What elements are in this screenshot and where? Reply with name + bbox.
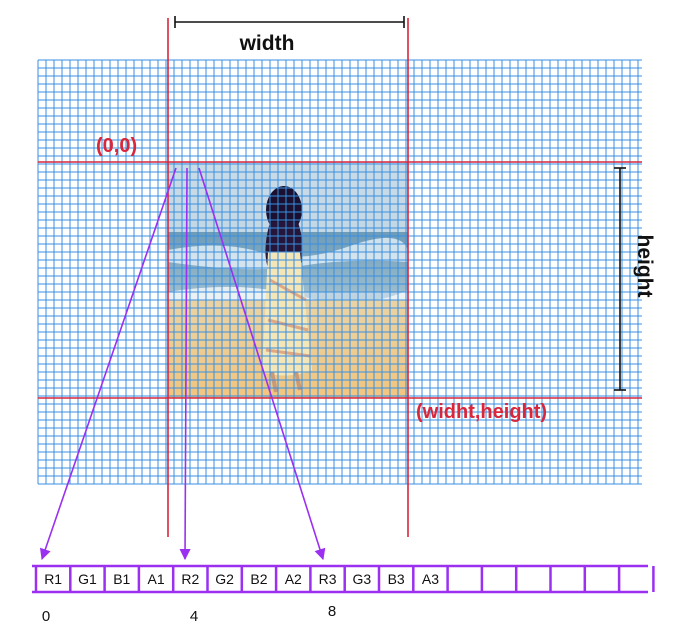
arrow-pixel-0 [39, 167, 177, 561]
index-label-8: 8 [328, 603, 336, 620]
mapping-arrows [39, 167, 326, 561]
byte-cell-label: B3 [388, 571, 405, 587]
byte-cell-label: A1 [147, 571, 164, 587]
arrow-pixel-1 [179, 167, 191, 561]
byte-cell-label: A3 [422, 571, 439, 587]
index-label-0: 0 [42, 608, 50, 625]
width-dimension: width [174, 16, 405, 55]
byte-cell-label: G3 [353, 571, 372, 587]
image-boundary [38, 18, 642, 537]
index-label-4: 4 [190, 608, 198, 625]
byte-cell-label: R1 [44, 571, 62, 587]
byte-cell-label: A2 [285, 571, 302, 587]
woman-figure [262, 186, 312, 393]
height-label: height [633, 235, 656, 298]
byte-cell-label: R2 [181, 571, 199, 587]
corner-label: (widht,height) [416, 401, 547, 423]
height-dimension: height [614, 167, 656, 391]
byte-cell-label: B2 [250, 571, 267, 587]
origin-label: (0,0) [96, 135, 137, 157]
byte-cell-label: R3 [319, 571, 337, 587]
beach-photo [168, 162, 408, 398]
byte-cell-label: G2 [215, 571, 234, 587]
byte-cell-label: B1 [113, 571, 130, 587]
byte-cell-label: G1 [78, 571, 97, 587]
arrow-pixel-2 [198, 167, 326, 561]
pixel-grid [37, 59, 642, 485]
byte-strip: R1 G1 B1 A1 R2 G2 B2 A2 R3 G3 B3 A3 [32, 564, 655, 594]
width-label: width [239, 32, 295, 55]
